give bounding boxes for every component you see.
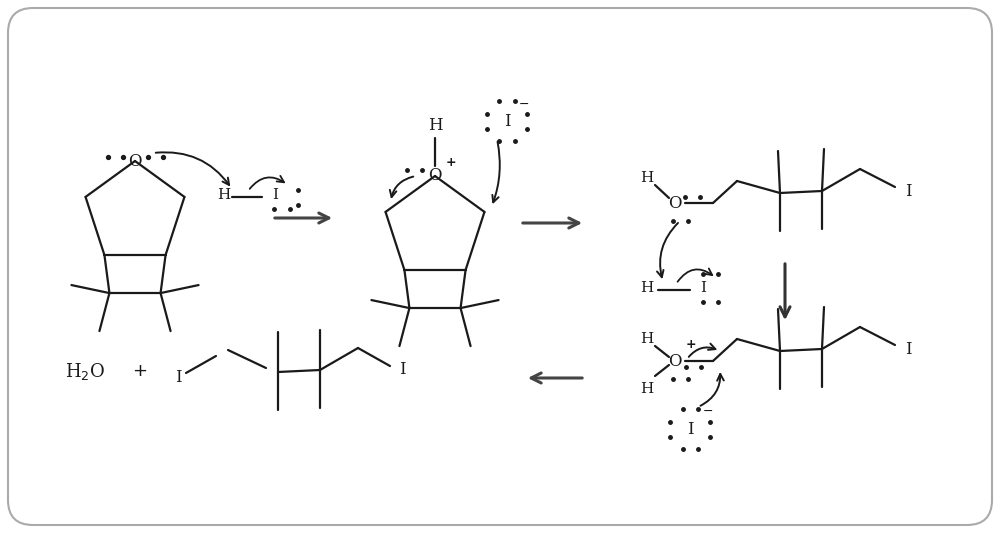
Text: I: I bbox=[175, 369, 181, 386]
Text: H: H bbox=[640, 281, 653, 295]
Text: I: I bbox=[687, 421, 693, 438]
Text: +: + bbox=[446, 156, 456, 168]
Text: O: O bbox=[128, 152, 142, 169]
Text: H: H bbox=[640, 382, 654, 396]
Text: H: H bbox=[428, 117, 442, 134]
Text: I: I bbox=[905, 182, 911, 199]
Text: O: O bbox=[668, 352, 682, 369]
Text: −: − bbox=[703, 405, 713, 417]
Text: I: I bbox=[700, 281, 706, 295]
Text: I: I bbox=[905, 341, 911, 358]
Text: I: I bbox=[504, 112, 510, 130]
Text: H: H bbox=[217, 188, 230, 202]
Text: H: H bbox=[640, 332, 654, 346]
Text: H$_2$O: H$_2$O bbox=[65, 360, 105, 382]
Text: I: I bbox=[399, 361, 405, 378]
Text: O: O bbox=[668, 195, 682, 212]
Text: H: H bbox=[640, 171, 654, 185]
FancyBboxPatch shape bbox=[8, 8, 992, 525]
Text: −: − bbox=[519, 98, 529, 110]
Text: +: + bbox=[686, 338, 696, 351]
Text: +: + bbox=[132, 362, 148, 380]
Text: I: I bbox=[272, 188, 278, 202]
Text: O: O bbox=[428, 167, 442, 184]
